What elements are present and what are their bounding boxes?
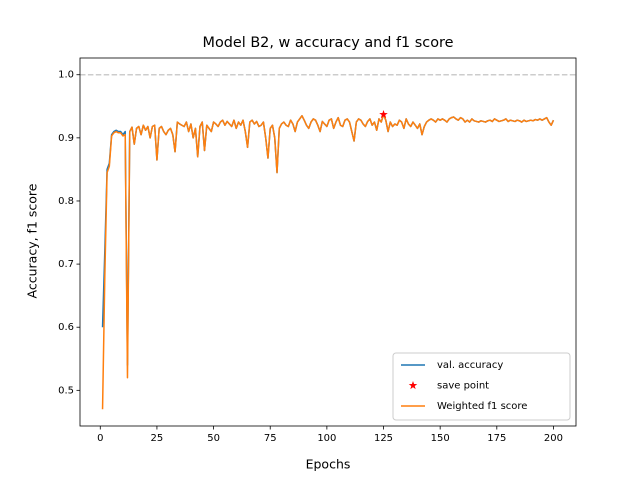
axes-frame <box>79 57 577 427</box>
legend-box <box>392 352 571 421</box>
legend-label: val. accuracy <box>437 360 503 371</box>
x-tick-label: 0 <box>97 433 103 444</box>
legend-label: save point <box>437 381 489 392</box>
save-point-marker <box>379 109 388 119</box>
x-tick-label: 200 <box>544 433 563 444</box>
y-tick-label: 0.5 <box>58 385 74 396</box>
x-tick-label: 125 <box>374 433 393 444</box>
x-tick-label: 25 <box>151 433 164 444</box>
x-tick-label: 75 <box>264 433 277 444</box>
y-tick-label: 0.8 <box>58 196 74 207</box>
y-axis-label: Accuracy, f1 score <box>25 183 40 298</box>
legend-label: Weighted f1 score <box>437 401 527 412</box>
data-line <box>101 113 555 410</box>
x-tick-label: 100 <box>317 433 336 444</box>
x-tick-label: 175 <box>487 433 506 444</box>
x-tick-label: 150 <box>431 433 450 444</box>
x-axis-label: Epochs <box>306 457 351 472</box>
x-tick-label: 50 <box>207 433 220 444</box>
y-tick-label: 0.9 <box>58 133 74 144</box>
y-tick-label: 1.0 <box>58 70 74 81</box>
legend-marker <box>408 381 418 390</box>
y-tick-label: 0.7 <box>58 259 74 270</box>
chart-title: Model B2, w accuracy and f1 score <box>203 35 454 51</box>
y-tick-label: 0.6 <box>58 322 74 333</box>
